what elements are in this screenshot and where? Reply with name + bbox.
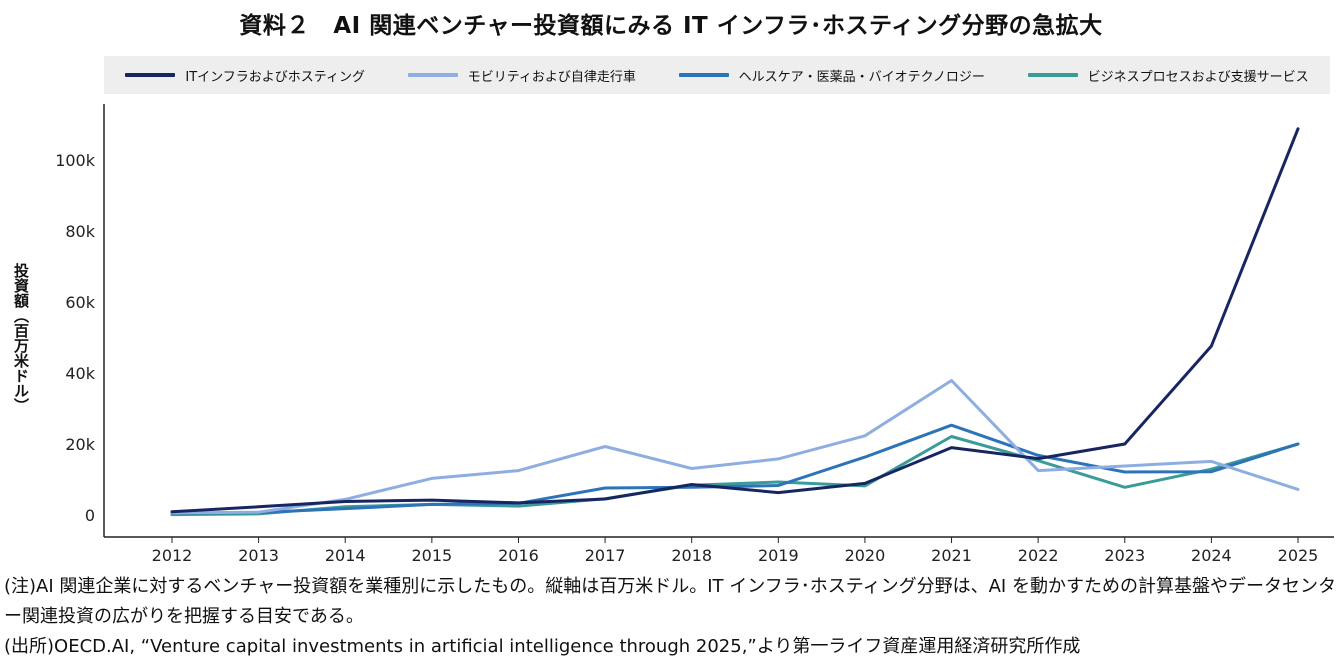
data-point [1210,470,1213,473]
data-point [1210,468,1213,471]
data-point [1123,486,1126,489]
data-point [1123,471,1126,473]
data-point [1123,443,1126,445]
legend: ITインフラおよびホスティング モビリティおよび自律走行車 ヘルスケア・医薬品・バイ… [104,56,1330,94]
legend-item: モビリティおよび自律走行車 [407,66,636,85]
x-tick-label: 2015 [411,546,452,565]
data-point [777,458,780,460]
legend-swatch [125,73,176,77]
y-tick-label: 0 [85,506,95,525]
y-tick-label: 40k [65,364,95,383]
data-point [950,379,953,382]
x-tick-label: 2022 [1018,546,1059,565]
data-point [1123,465,1126,467]
data-point [777,481,780,483]
data-point [1297,443,1299,445]
x-tick-label: 2025 [1278,546,1319,565]
data-point [1037,454,1039,457]
line-chart: 0 20k 40k 60k 80k 100k 2012 2013 2014 2015 2016 20… [55,104,1334,565]
data-point [431,477,433,480]
data-point [517,502,520,504]
legend-swatch [407,73,458,77]
data-point [517,469,520,472]
x-tick-label: 2021 [931,546,972,565]
data-point [864,482,866,485]
x-tick-label: 2012 [152,546,193,565]
notes: (注)AI 関連企業に対するベンチャー投資額を業種別に示したもの。縦軸は百万米ド… [4,572,1340,662]
y-tick-label: 20k [65,435,95,454]
data-point [517,505,520,507]
data-point [431,499,433,501]
data-point [950,435,953,438]
source-text: (出所)OECD.AI, “Venture capital investment… [4,636,1081,657]
data-point [257,511,260,513]
data-point [864,485,866,487]
x-tick-label: 2020 [845,546,886,565]
data-point [1037,459,1039,462]
data-point [950,424,953,426]
data-point [431,503,433,506]
legend-item: ビジネスプロセスおよび支援サービス [1027,66,1309,85]
data-point [257,506,260,508]
legend-item: ヘルスケア・医薬品・バイオテクノロジー [678,66,985,85]
series-line-3 [170,423,1300,515]
data-point [1037,469,1039,472]
y-tick-label: 60k [65,293,95,312]
data-point [864,456,866,458]
data-point [777,484,780,487]
x-tick-label: 2014 [325,546,366,565]
x-tick-label: 2019 [758,546,799,565]
x-tick-label: 2024 [1191,546,1232,565]
x-tick-label: 2023 [1104,546,1145,565]
data-point [1297,127,1299,130]
legend-label: モビリティおよび自律走行車 [467,69,636,85]
data-point [690,483,693,486]
data-point [777,491,780,494]
note-text: (注)AI 関連企業に対するベンチャー投資額を業種別に示したもの。縦軸は百万米ド… [4,576,1336,627]
data-point [690,467,693,470]
data-point [950,446,953,449]
series-line-1 [170,127,1300,514]
legend-item: ITインフラおよびホスティング [125,66,365,85]
series-line-2 [170,379,1300,515]
legend-label: ヘルスケア・医薬品・バイオテクノロジー [738,69,985,85]
y-axis-label: 投資額（百万米ドル） [12,263,30,413]
data-point [604,487,606,489]
data-point [1210,460,1213,463]
data-point [1210,345,1213,347]
data-point [171,511,173,513]
x-tick-label: 2018 [671,546,712,565]
chart-title: 資料２ AI 関連ベンチャー投資額にみる IT インフラ･ホスティング分野の急拡… [239,13,1103,39]
data-point [344,498,347,501]
data-point [604,445,606,448]
data-point [864,435,866,437]
x-tick-label: 2017 [585,546,626,565]
legend-label: ビジネスプロセスおよび支援サービス [1087,69,1309,85]
data-point [1297,488,1299,491]
data-point [344,500,347,503]
y-tick-label: 80k [65,222,95,241]
x-tick-label: 2016 [498,546,539,565]
x-tick-label: 2013 [238,546,279,565]
data-point [344,507,347,510]
data-point [604,498,606,500]
data-point [1037,457,1039,460]
data-point [690,486,693,489]
legend-label: ITインフラおよびホスティング [185,69,365,85]
y-tick-label: 100k [55,151,96,170]
legend-swatch [1027,73,1078,77]
legend-swatch [678,73,729,77]
